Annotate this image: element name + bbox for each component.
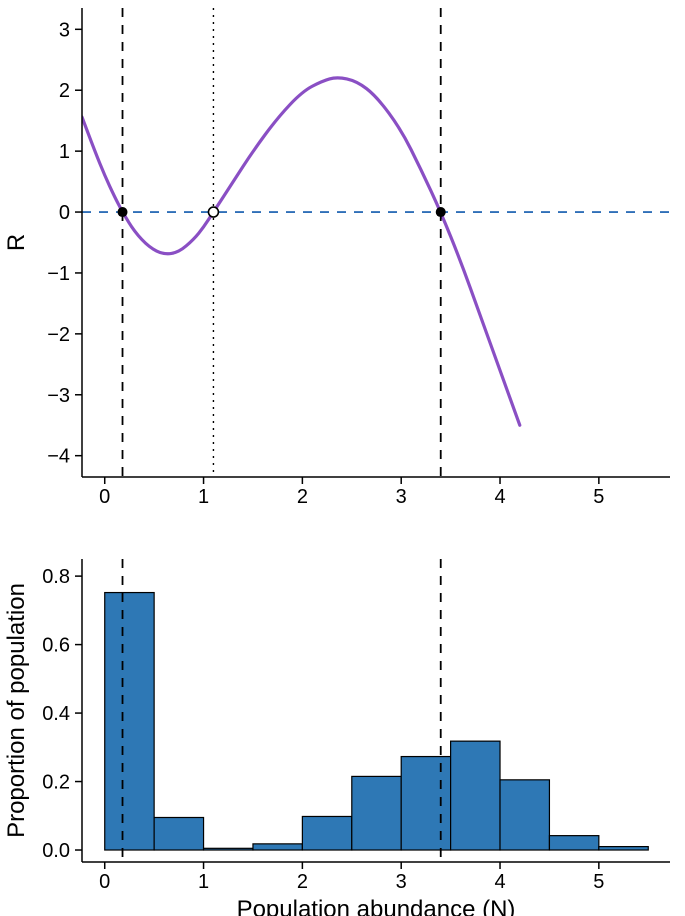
- hist-bar: [599, 847, 648, 850]
- hist-bar: [253, 844, 302, 850]
- y-tick-label: 2: [59, 80, 70, 102]
- y-tick-label: 1: [59, 141, 70, 163]
- x-tick-label: 2: [297, 486, 308, 508]
- chart-svg: 0 1 2 3 4 5 −4 −3 −2 −1 0 1 2 3 R 0 1 2 3 4 5 0.0 0.2 0.4 0.6 0.8…: [0, 0, 685, 916]
- y-tick-label: 0.8: [42, 566, 70, 588]
- x-tick-label: 3: [396, 486, 407, 508]
- hist-bar: [352, 776, 401, 850]
- hist-bar: [154, 817, 203, 850]
- equilibrium-point-filled: [118, 207, 128, 217]
- hist-bar: [500, 780, 549, 850]
- x-tick-label: 0: [99, 486, 110, 508]
- figure-container: 0 1 2 3 4 5 −4 −3 −2 −1 0 1 2 3 R 0 1 2 3 4 5 0.0 0.2 0.4 0.6 0.8…: [0, 0, 685, 916]
- y-tick-label: 0: [59, 202, 70, 224]
- x-tick-label: 1: [198, 871, 209, 893]
- x-tick-label: 1: [198, 486, 209, 508]
- growth-curve: [82, 78, 520, 425]
- x-tick-label: 0: [99, 871, 110, 893]
- ylabel-top: R: [3, 234, 30, 251]
- xlabel: Population abundance (N): [237, 896, 516, 916]
- y-tick-label: 3: [59, 19, 70, 41]
- y-tick-label: 0.4: [42, 703, 70, 725]
- equilibrium-point-filled: [436, 207, 446, 217]
- x-tick-label: 2: [297, 871, 308, 893]
- top-axes: 0 1 2 3 4 5 −4 −3 −2 −1 0 1 2 3 R: [3, 8, 670, 508]
- x-tick-label: 5: [593, 486, 604, 508]
- ylabel-bottom: Proportion of population: [3, 583, 30, 838]
- y-tick-label: −4: [47, 446, 70, 468]
- y-tick-label: −1: [47, 263, 70, 285]
- y-tick-label: 0.6: [42, 635, 70, 657]
- hist-bar: [105, 593, 154, 850]
- x-tick-label: 4: [494, 871, 505, 893]
- hist-bar: [401, 757, 450, 850]
- equilibrium-point-open: [208, 207, 218, 217]
- y-tick-label: 0.0: [42, 840, 70, 862]
- hist-bar: [302, 816, 351, 850]
- y-tick-label: 0.2: [42, 772, 70, 794]
- y-tick-label: −2: [47, 324, 70, 346]
- y-tick-label: −3: [47, 385, 70, 407]
- x-tick-label: 4: [494, 486, 505, 508]
- hist-bar: [451, 741, 500, 850]
- x-tick-label: 3: [396, 871, 407, 893]
- x-tick-label: 5: [593, 871, 604, 893]
- hist-bar: [204, 848, 253, 850]
- hist-bar: [549, 836, 598, 850]
